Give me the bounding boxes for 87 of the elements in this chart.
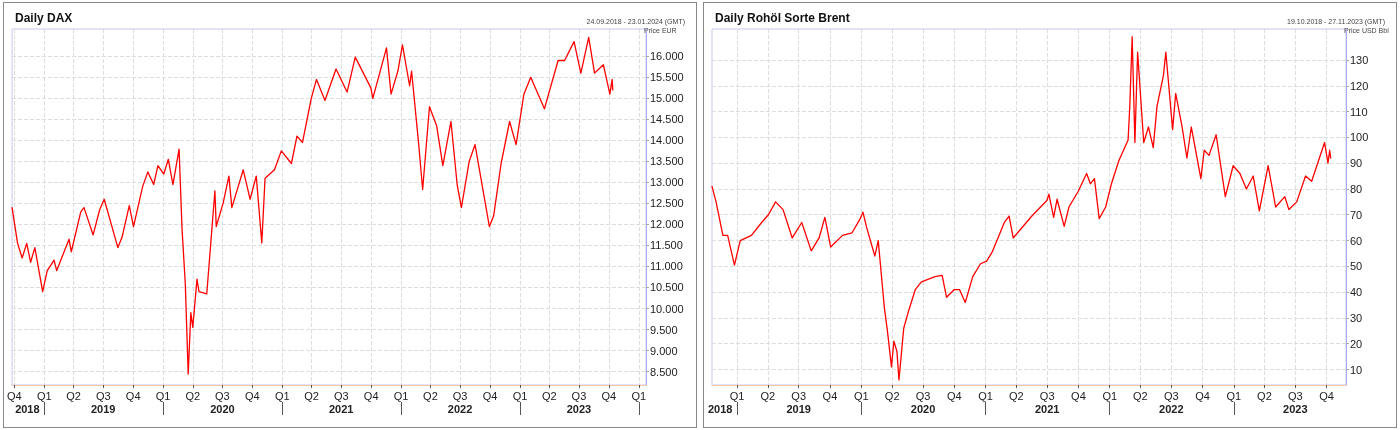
x2-tick-label: 2022 xyxy=(1159,402,1184,415)
y-tick-label: 100 xyxy=(1350,131,1369,144)
y-tick-label: 9.000 xyxy=(650,344,678,357)
y-tick-label: 13.500 xyxy=(650,155,684,168)
x-tick-label: Q4 xyxy=(822,389,838,402)
line-series xyxy=(11,36,614,375)
x2-tick-label: 2021 xyxy=(329,402,354,415)
x-tick-label: Q2 xyxy=(541,389,557,402)
x-tick-label: Q4 xyxy=(1071,389,1086,402)
x2-tick-label: 2020 xyxy=(910,402,936,415)
y-tick-label: 15.000 xyxy=(650,92,684,105)
x-tick-label: Q1 xyxy=(274,389,290,402)
x-tick-label: Q4 xyxy=(363,389,379,402)
x-tick-label: Q4 xyxy=(947,389,962,402)
x-tick-label: Q2 xyxy=(760,389,776,402)
x-tick-label: Q3 xyxy=(1288,389,1303,402)
x-tick-label: Q2 xyxy=(185,389,201,402)
y-tick-label: 50 xyxy=(1350,260,1363,273)
y-tick-label: 30 xyxy=(1350,311,1363,324)
x2-tick-label: 2022 xyxy=(447,402,473,415)
y-tick-label: 90 xyxy=(1350,157,1363,170)
x-tick-label: Q4 xyxy=(6,389,22,402)
x2-tick-label: 2019 xyxy=(90,402,116,415)
y-tick-label: 15.500 xyxy=(650,71,684,84)
y-tick-label: 8.500 xyxy=(650,365,678,378)
x-tick-label: Q4 xyxy=(125,389,141,402)
y-tick-label: 14.500 xyxy=(650,113,684,126)
y-tick-label: 11.000 xyxy=(650,260,683,273)
y-tick-label: 80 xyxy=(1350,182,1363,195)
x2-tick-label: 2019 xyxy=(786,402,811,415)
chart-title: Daily Rohöl Sorte Brent xyxy=(715,11,850,25)
y-tick-label: 12.500 xyxy=(650,197,684,210)
x-tick-label: Q1 xyxy=(853,389,869,402)
y-tick-label: 10.500 xyxy=(650,281,684,294)
chart-title: Daily DAX xyxy=(15,11,73,25)
x-tick-label: Q1 xyxy=(1226,389,1242,402)
x-tick-label: Q3 xyxy=(791,389,807,402)
x-tick-label: Q2 xyxy=(1257,389,1272,402)
x-tick-label: Q2 xyxy=(1132,389,1148,402)
x-tick-label: Q3 xyxy=(571,389,587,402)
x-tick-label: Q3 xyxy=(1163,389,1179,402)
x-tick-label: Q2 xyxy=(66,389,81,402)
y-tick-label: 12.000 xyxy=(650,218,684,231)
x-tick-label: Q2 xyxy=(423,389,438,402)
x2-tick-label: 2018 xyxy=(707,402,733,415)
x-tick-label: Q1 xyxy=(978,389,993,402)
x-tick-label: Q2 xyxy=(884,389,900,402)
x-tick-label: Q1 xyxy=(512,389,528,402)
x-tick-label: Q1 xyxy=(155,389,171,402)
x2-tick-label: 2023 xyxy=(566,402,592,415)
y-tick-label: 11.500 xyxy=(650,239,683,252)
line-series xyxy=(711,36,1332,381)
x-tick-label: Q2 xyxy=(304,389,319,402)
x-tick-label: Q3 xyxy=(333,389,349,402)
x2-tick-label: 2021 xyxy=(1034,402,1060,415)
y-tick-label: 9.500 xyxy=(650,323,678,336)
x-tick-label: Q4 xyxy=(601,389,617,402)
y-tick-label: 13.000 xyxy=(650,176,684,189)
x-tick-label: Q4 xyxy=(1195,389,1210,402)
y-tick-label: 110 xyxy=(1350,105,1368,118)
y-tick-label: 40 xyxy=(1350,286,1363,299)
x-tick-label: Q1 xyxy=(1102,389,1118,402)
x2-tick-label: 2023 xyxy=(1283,402,1308,415)
x2-tick-label: 2018 xyxy=(15,402,40,415)
x-tick-label: Q3 xyxy=(1039,389,1055,402)
y-tick-label: 10.000 xyxy=(650,302,684,315)
x-tick-label: Q2 xyxy=(1008,389,1024,402)
y-tick-label: 14.000 xyxy=(650,134,684,147)
y-tick-label: 120 xyxy=(1350,79,1369,92)
x-tick-label: Q3 xyxy=(95,389,111,402)
y-tick-label: 130 xyxy=(1350,53,1369,66)
y-tick-label: 16.000 xyxy=(650,50,684,63)
x-tick-label: Q3 xyxy=(215,389,230,402)
x-tick-label: Q4 xyxy=(1319,389,1334,402)
x2-tick-label: 2020 xyxy=(210,402,235,415)
x-tick-label: Q1 xyxy=(393,389,409,402)
x-tick-label: Q1 xyxy=(36,389,52,402)
x-tick-label: Q3 xyxy=(452,389,468,402)
x-tick-label: Q1 xyxy=(631,389,647,402)
y-tick-label: 60 xyxy=(1350,234,1363,247)
y-tick-label: 70 xyxy=(1350,208,1363,221)
y-tick-label: 10 xyxy=(1350,363,1363,376)
x-tick-label: Q4 xyxy=(482,389,498,402)
y-tick-label: 20 xyxy=(1350,337,1363,350)
x-tick-label: Q3 xyxy=(915,389,931,402)
x-tick-label: Q1 xyxy=(729,389,745,402)
x-tick-label: Q4 xyxy=(245,389,260,402)
